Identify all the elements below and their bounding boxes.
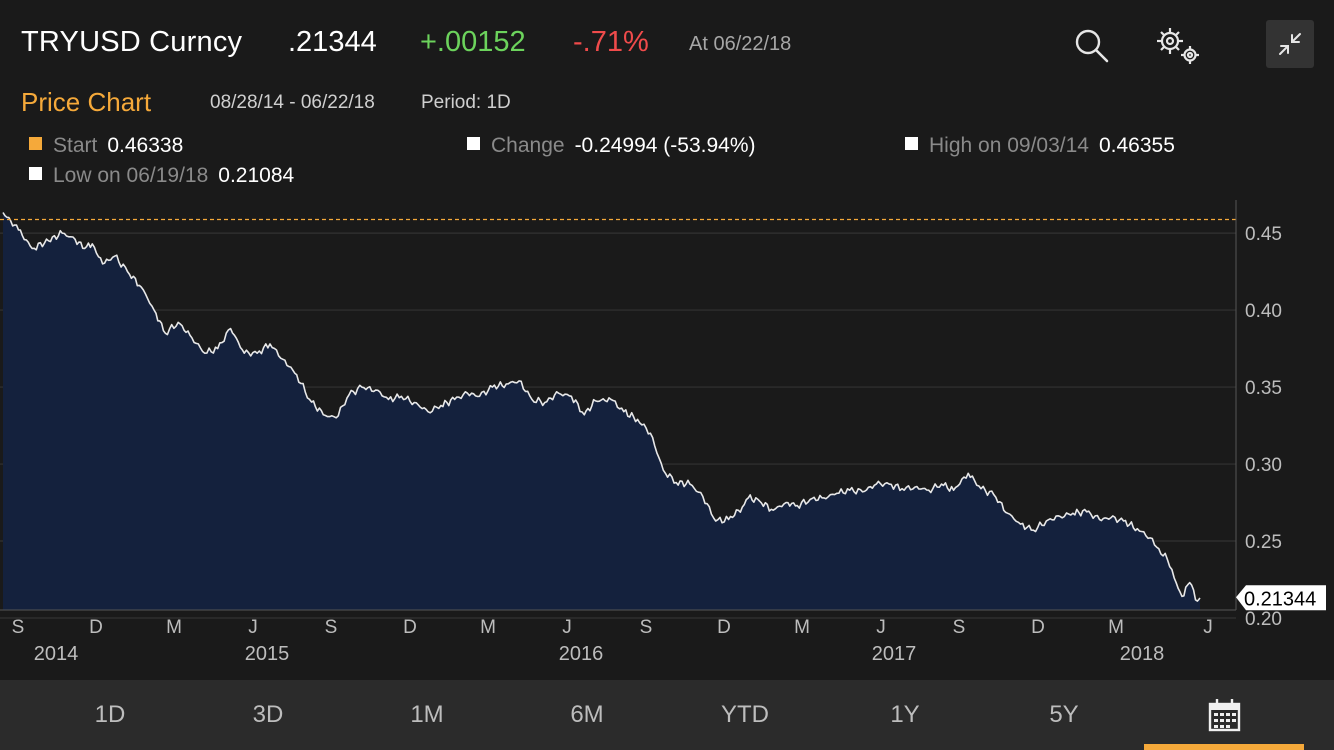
period-button-6m[interactable]: 6M <box>570 701 604 728</box>
start-swatch <box>29 137 42 150</box>
period-button-1m[interactable]: 1M <box>410 701 444 728</box>
change-value: -0.24994 (-53.94%) <box>574 134 756 157</box>
x-year-label-4: 2018 <box>1120 643 1165 665</box>
low-swatch <box>29 167 42 180</box>
x-month-label-12: S <box>953 617 966 638</box>
period-button-3d[interactable]: 3D <box>252 701 284 728</box>
x-month-label-2: M <box>166 617 182 638</box>
price-line <box>2 212 1201 602</box>
x-month-label-4: S <box>325 617 338 638</box>
net-change: +.00152 <box>420 26 526 58</box>
custom-range-button[interactable] <box>1144 680 1304 750</box>
x-month-label-10: M <box>794 617 810 638</box>
x-month-label-8: S <box>640 617 653 638</box>
y-tick-label-3: 0.35 <box>1245 378 1282 399</box>
high-label: High on 09/03/14 <box>929 134 1089 157</box>
stat-high: High on 09/03/14 0.46355 <box>905 133 1175 159</box>
x-month-label-11: J <box>876 617 886 638</box>
chart-title: Price Chart <box>21 87 152 117</box>
calendar-icon <box>1208 699 1241 732</box>
as-of-date: At 06/22/18 <box>689 33 792 55</box>
y-tick-label-1: 0.25 <box>1245 532 1282 553</box>
period-button-1y[interactable]: 1Y <box>890 701 920 728</box>
y-tick-label-4: 0.40 <box>1245 301 1282 322</box>
selected-period-indicator <box>1144 744 1304 750</box>
last-value-label: 0.21344 <box>1244 588 1316 610</box>
x-month-label-5: D <box>403 617 417 638</box>
settings-button[interactable] <box>1152 24 1208 68</box>
date-range: 08/28/14 - 06/22/18 <box>210 92 375 113</box>
search-button[interactable] <box>1072 26 1112 66</box>
start-label: Start <box>53 134 98 157</box>
period-label: Period: 1D <box>421 92 511 113</box>
high-value: 0.46355 <box>1098 134 1175 157</box>
x-month-label-13: D <box>1031 617 1045 638</box>
y-tick-label-0: 0.20 <box>1245 609 1282 630</box>
x-year-label-1: 2015 <box>245 643 290 665</box>
high-swatch <box>905 137 918 150</box>
period-selector: 1D 3D 1M 6M YTD 1Y 5Y <box>0 680 1334 750</box>
change-swatch <box>467 137 480 150</box>
period-button-ytd[interactable]: YTD <box>721 701 769 728</box>
x-month-label-9: D <box>717 617 731 638</box>
stat-change: Change -0.24994 (-53.94%) <box>467 133 756 159</box>
change-label: Change <box>491 134 565 157</box>
ticker-title: TRYUSD Curncy <box>21 26 243 58</box>
y-tick-label-2: 0.30 <box>1245 455 1282 476</box>
y-tick-label-5: 0.45 <box>1245 224 1282 245</box>
percent-change: -.71% <box>573 26 649 58</box>
gears-icon <box>1157 28 1199 64</box>
low-label: Low on 06/19/18 <box>53 164 209 187</box>
header: TRYUSD Curncy .21344 +.00152 -.71% At 06… <box>0 0 1334 80</box>
last-value-tag <box>1236 585 1326 611</box>
low-value: 0.21084 <box>218 164 295 187</box>
period-button-5y[interactable]: 5Y <box>1049 701 1079 728</box>
price-area <box>3 212 1200 610</box>
x-year-label-2: 2016 <box>559 643 604 665</box>
x-month-label-1: D <box>89 617 103 638</box>
price-chart[interactable]: 0.20 0.25 0.30 0.35 0.40 0.45 0.21344 S D M J S D M J S… <box>0 200 1334 675</box>
x-year-label-0: 2014 <box>34 643 79 665</box>
x-year-label-3: 2017 <box>872 643 917 665</box>
search-icon <box>1075 29 1109 63</box>
stat-start: Start 0.46338 <box>29 133 183 159</box>
x-month-label-3: J <box>248 617 258 638</box>
collapse-button[interactable] <box>1266 20 1314 68</box>
x-month-label-7: J <box>562 617 572 638</box>
stat-low: Low on 06/19/18 0.21084 <box>29 163 294 189</box>
x-month-label-15: J <box>1203 617 1213 638</box>
x-month-label-6: M <box>480 617 496 638</box>
period-button-1d[interactable]: 1D <box>94 701 126 728</box>
x-month-label-14: M <box>1108 617 1124 638</box>
collapse-icon <box>1279 33 1301 55</box>
last-price: .21344 <box>288 26 377 58</box>
start-value: 0.46338 <box>107 134 184 157</box>
x-month-label-0: S <box>12 617 25 638</box>
